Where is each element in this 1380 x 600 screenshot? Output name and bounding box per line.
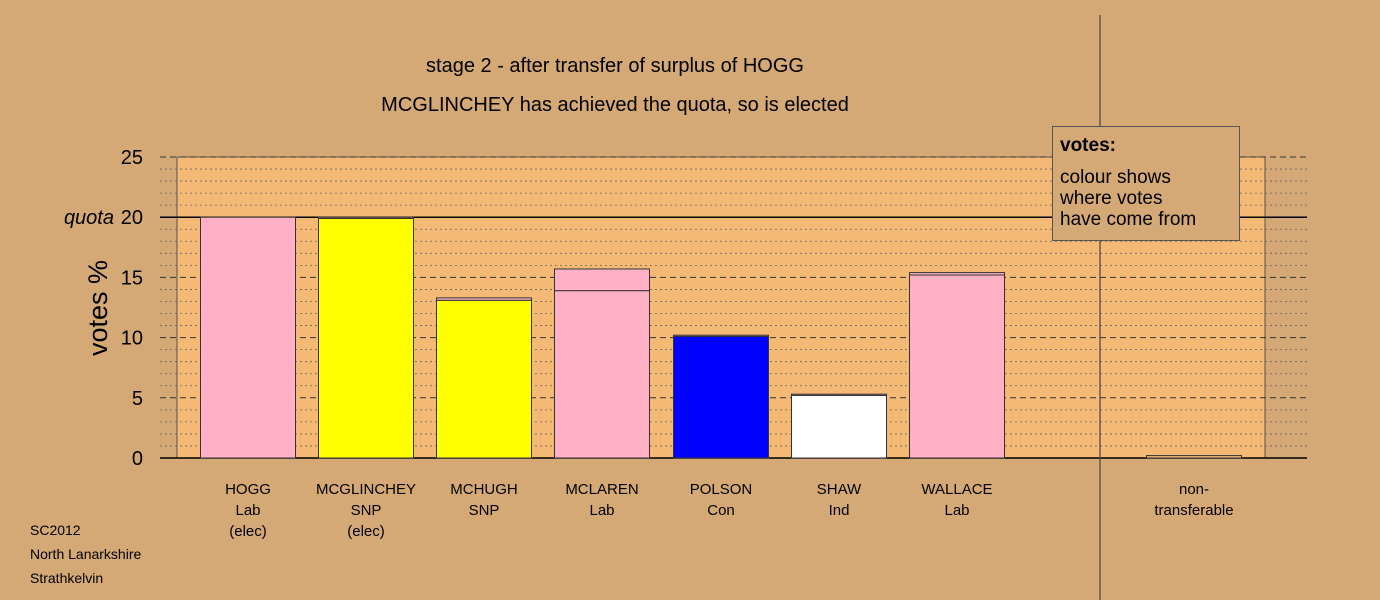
quota-label: quota	[64, 207, 114, 229]
candidate-name: POLSON	[690, 481, 753, 498]
candidate-party: Con	[707, 502, 735, 519]
bar-segment	[200, 216, 296, 459]
bar-segment	[554, 268, 650, 292]
bar-segment	[909, 274, 1005, 459]
bar-segment	[673, 335, 769, 459]
bar-segment	[554, 290, 650, 459]
candidate-party: SNP	[351, 502, 382, 519]
bar-segment	[909, 272, 1005, 276]
footer-code: SC2012	[30, 522, 81, 538]
bar-segment	[436, 297, 532, 301]
y-tick-label: 25	[121, 147, 143, 169]
non-transferable-bar	[1146, 455, 1242, 459]
y-tick-label: 15	[121, 267, 143, 289]
footer-council: North Lanarkshire	[30, 546, 142, 562]
bar-segment	[318, 217, 414, 459]
legend-line: have come from	[1060, 209, 1197, 230]
legend-box: votes: colour shows where votes have com…	[1052, 126, 1240, 241]
candidate-party: SNP	[469, 502, 500, 519]
legend-line: where votes	[1060, 188, 1163, 209]
y-tick-label: 20	[121, 207, 143, 229]
candidate-name: MCLAREN	[565, 481, 638, 498]
candidate-status: (elec)	[347, 523, 385, 540]
non-transferable-label: non-	[1179, 481, 1209, 498]
candidate-party: Lab	[944, 502, 969, 519]
candidate-name: HOGG	[225, 481, 271, 498]
bar-segment	[791, 394, 887, 459]
candidate-name: MCGLINCHEY	[316, 481, 416, 498]
non-transferable-label: transferable	[1154, 502, 1233, 519]
bar-segment	[673, 334, 769, 337]
candidate-name: WALLACE	[921, 481, 992, 498]
y-axis-label: votes %	[83, 260, 113, 356]
candidate-name: SHAW	[817, 481, 862, 498]
candidate-party: Lab	[589, 502, 614, 519]
legend-heading: votes:	[1060, 135, 1116, 156]
legend-line: colour shows	[1060, 167, 1171, 188]
bar-segment	[791, 393, 887, 396]
y-tick-label: 5	[132, 388, 143, 410]
candidate-party: Lab	[235, 502, 260, 519]
candidate-status: (elec)	[229, 523, 267, 540]
chart-status: MCGLINCHEY has achieved the quota, so is…	[381, 94, 849, 116]
bar-segment	[318, 216, 414, 219]
chart-subtitle: stage 2 - after transfer of surplus of H…	[426, 55, 804, 77]
y-tick-label: 10	[121, 328, 143, 350]
y-tick-label: 0	[132, 448, 143, 470]
bar-segment	[436, 299, 532, 459]
footer-ward: Strathkelvin	[30, 570, 104, 586]
candidate-party: Ind	[829, 502, 850, 519]
candidate-name: MCHUGH	[450, 481, 518, 498]
